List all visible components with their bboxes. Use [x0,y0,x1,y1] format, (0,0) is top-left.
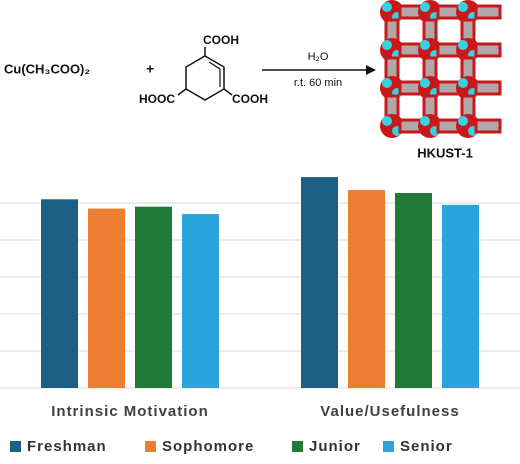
legend-swatch [145,441,156,452]
atom [458,2,468,12]
atom [382,40,392,50]
legend-swatch [383,441,394,452]
atom [382,78,392,88]
product-label: HKUST-1 [417,145,473,160]
conditions: r.t. 60 min [294,77,342,89]
atom [458,116,468,126]
linker [474,80,502,96]
bar [348,190,385,388]
arrow-head [366,65,376,75]
chart: Intrinsic Motivation Value/Usefulness Fres… [0,177,520,455]
plus-sign: + [146,61,154,77]
reactant: Cu(CH₃COO)₂ [4,61,90,76]
bar [41,199,78,388]
benzene-ring [185,55,225,101]
atom [420,40,430,50]
crystal-structure [380,0,508,138]
atom [458,78,468,88]
ligand-group: COOH [232,92,268,106]
bar [88,208,125,388]
bar [135,206,172,388]
legend-label: Senior [400,438,453,455]
bar [395,193,432,388]
bond [177,88,187,96]
linker [474,118,502,134]
solvent: H₂O [308,51,329,63]
atom [420,2,430,12]
bar [442,204,479,388]
atom [458,40,468,50]
crystal-bg [384,4,508,132]
atom [420,78,430,88]
ligand-group: COOH [203,33,239,47]
legend-swatch [10,441,21,452]
atom [420,116,430,126]
double-bonds [208,61,221,87]
legend-label: Junior [309,438,361,455]
category-label: Value/Usefulness [320,403,459,420]
legend-label: Freshman [27,438,107,455]
linker [474,4,502,20]
ligand-group: HOOC [139,92,175,106]
category-label: Intrinsic Motivation [51,403,209,420]
linker [474,42,502,58]
bond [223,88,233,96]
atom [382,116,392,126]
legend-label: Sophomore [162,438,254,455]
bar [182,214,219,388]
bar [301,177,338,388]
atom [382,2,392,12]
legend-swatch [292,441,303,452]
reaction-scheme: Cu(CH₃COO)₂ + COOH HOOC COOH H₂O r.t. 60… [4,0,508,160]
